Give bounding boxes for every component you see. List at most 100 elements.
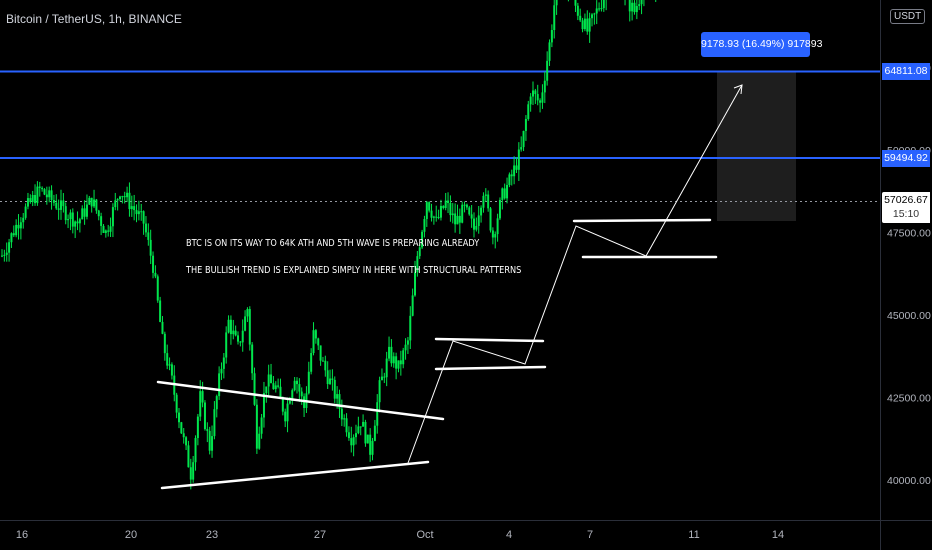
candle-body — [480, 207, 483, 216]
candle-body — [265, 386, 268, 394]
candle-body — [196, 416, 199, 439]
projection-box[interactable] — [717, 71, 796, 221]
candle-body — [180, 422, 183, 434]
candle-body — [373, 425, 376, 441]
candle-body — [347, 432, 350, 439]
candle-body — [220, 368, 223, 374]
candle-body — [213, 409, 216, 437]
candle-body — [260, 417, 263, 434]
candle-body — [371, 440, 374, 455]
candle-body — [111, 207, 114, 227]
annotation-line-2: THE BULLISH TREND IS EXPLAINED SIMPLY IN… — [186, 265, 522, 276]
candle-body — [555, 0, 558, 6]
time-tick-label: 20 — [125, 529, 137, 541]
candle-body — [253, 373, 256, 405]
candle-body — [635, 6, 638, 13]
price-tick-label: 45000.00 — [887, 310, 931, 322]
candle-body — [487, 194, 490, 209]
candle-body — [241, 330, 244, 343]
bar-countdown: 15:10 — [892, 208, 920, 220]
candle-body — [5, 252, 8, 255]
candle-body — [248, 309, 251, 345]
candle-body — [298, 384, 301, 392]
candle-body — [628, 0, 631, 12]
candle-body — [130, 206, 133, 210]
candle-body — [38, 186, 41, 188]
candle-body — [93, 199, 96, 207]
candle-body — [437, 216, 440, 218]
candle-body — [501, 188, 504, 200]
candle-body — [362, 421, 365, 427]
candle-body — [583, 18, 586, 30]
candle-body — [137, 211, 140, 215]
candle-body — [520, 147, 523, 150]
candle-body — [211, 436, 214, 451]
candle-body — [522, 130, 525, 148]
price-tag-mid-level: 59494.92 — [882, 150, 930, 167]
candle-body — [456, 215, 459, 225]
candle-body — [154, 272, 157, 277]
time-tick-label: 16 — [16, 529, 28, 541]
candle-body — [149, 239, 152, 256]
candle-body — [411, 295, 414, 316]
candle-body — [329, 378, 332, 385]
candle-body — [331, 378, 334, 380]
candle-body — [64, 206, 67, 221]
currency-selector[interactable]: USDT — [890, 9, 926, 24]
candle-body — [364, 421, 367, 444]
candle-body — [340, 408, 343, 420]
candle-body — [385, 358, 388, 378]
candle-body — [34, 194, 37, 204]
candle-body — [262, 393, 265, 418]
candle-body — [395, 356, 398, 369]
candle-body — [376, 402, 379, 426]
candle-body — [451, 213, 454, 216]
candle-body — [378, 380, 381, 403]
candle-body — [170, 364, 173, 376]
candle-body — [279, 386, 282, 398]
candle-body — [12, 233, 15, 236]
candle-body — [83, 208, 86, 217]
candle-body — [640, 0, 643, 5]
candle-body — [352, 437, 355, 446]
time-tick-label: 4 — [506, 529, 512, 541]
candle-body — [119, 196, 121, 200]
candle-body — [199, 391, 202, 417]
candle-body — [43, 189, 46, 195]
candle-body — [201, 391, 204, 403]
candle-body — [314, 330, 317, 339]
candle-body — [288, 400, 291, 404]
candle-body — [251, 344, 254, 374]
elliott-wave-path — [407, 84, 743, 464]
candle-body — [62, 200, 65, 207]
arrow-head — [733, 84, 743, 95]
candle-body — [536, 94, 539, 101]
candle-body — [423, 219, 426, 232]
candle-body — [350, 438, 353, 446]
candle-body — [503, 188, 506, 199]
candle-body — [600, 8, 603, 10]
candle-body — [593, 13, 596, 15]
candle-body — [458, 215, 461, 223]
candle-body — [312, 330, 315, 354]
candle-body — [206, 429, 209, 431]
candle-body — [638, 4, 641, 7]
candle-body — [45, 194, 48, 198]
candle-body — [506, 184, 509, 199]
candle-body — [272, 383, 275, 390]
price-tag-top-level: 64811.08 — [882, 63, 930, 80]
candle-body — [454, 213, 457, 225]
candle-body — [97, 210, 100, 217]
candle-body — [574, 0, 577, 6]
candle-body — [126, 192, 129, 198]
candle-body — [321, 360, 324, 362]
time-axis[interactable]: 16 20 23 27 Oct 4 7 11 14 — [16, 529, 784, 541]
candle-body — [19, 222, 22, 229]
candle-body — [515, 165, 518, 170]
candle-body — [392, 356, 395, 364]
candle-body — [550, 30, 553, 43]
candle-body — [300, 391, 303, 397]
triangle-lower-line — [160, 460, 430, 490]
candle-body — [116, 199, 119, 201]
